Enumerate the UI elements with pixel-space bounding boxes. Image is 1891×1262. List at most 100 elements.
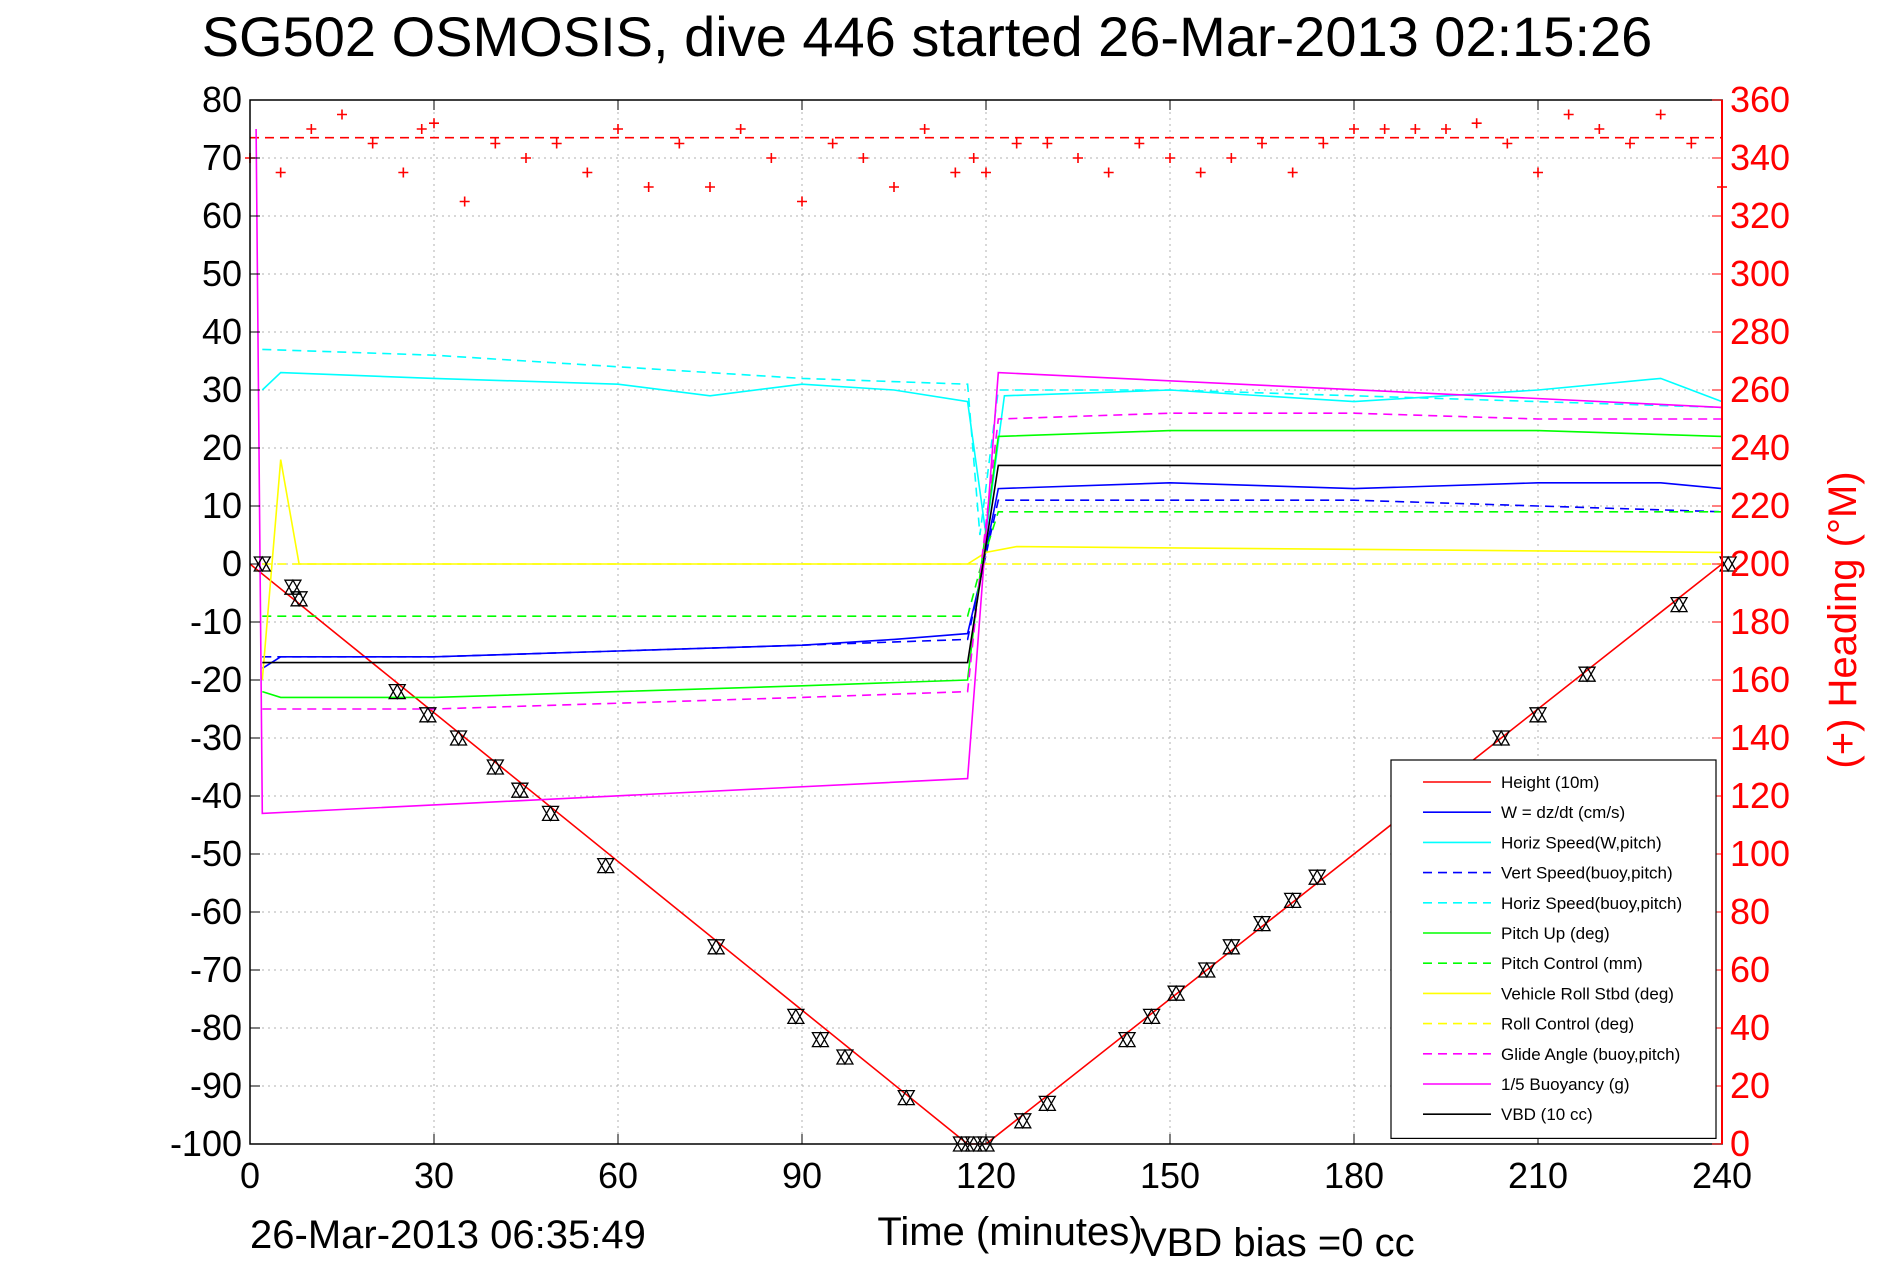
heading-point	[950, 167, 961, 178]
depth-marker	[596, 857, 615, 874]
series-line-vert-speed-buoy-pitch	[262, 499, 1723, 658]
heading-point	[981, 167, 991, 178]
y-left-tick-label: -30	[190, 717, 242, 758]
y-right-tick-label: 220	[1730, 485, 1790, 526]
y-right-tick-label: 200	[1730, 543, 1790, 584]
y-left-tick-label: 10	[202, 485, 242, 526]
heading-point	[1011, 138, 1022, 149]
y-right-tick-label: 280	[1730, 311, 1790, 352]
heading-point	[582, 167, 593, 178]
heading-point	[1533, 167, 1543, 178]
depth-marker	[1038, 1095, 1057, 1112]
y-left-tick-label: -40	[190, 775, 242, 816]
legend-item: Horiz Speed(W,pitch)	[1423, 833, 1662, 852]
legend-label: W = dz/dt (cm/s)	[1501, 803, 1625, 822]
depth-marker	[1142, 1008, 1161, 1025]
legend-label: Height (10m)	[1501, 773, 1599, 792]
depth-marker	[1167, 984, 1186, 1002]
chart-title: SG502 OSMOSIS, dive 446 started 26-Mar-2…	[202, 5, 1653, 68]
depth-marker	[1577, 665, 1597, 683]
y-left-tick-label: -20	[190, 659, 242, 700]
y-left-tick-label: 70	[202, 137, 242, 178]
heading-point	[1257, 138, 1267, 149]
x-tick-label: 60	[598, 1155, 638, 1196]
series-line-horiz-speed-w-pitch	[261, 371, 1723, 536]
y-right-tick-label: 60	[1730, 949, 1770, 990]
heading-point	[1073, 153, 1083, 163]
legend-item: Roll Control (deg)	[1423, 1015, 1634, 1034]
y-axis-right-ticks: 3603403203002802602402202001801601401201…	[1712, 79, 1790, 1164]
y-right-tick-label: 100	[1730, 833, 1790, 874]
depth-marker	[1669, 596, 1689, 613]
depth-marker	[707, 938, 726, 956]
depth-marker	[811, 1031, 830, 1048]
depth-marker	[1528, 706, 1548, 724]
heading-point	[1318, 138, 1329, 149]
footer-vbd-bias: VBD bias =0 cc	[1140, 1221, 1415, 1262]
heading-point	[705, 182, 715, 192]
heading-point	[429, 118, 439, 129]
heading-point	[551, 138, 562, 149]
y-right-tick-label: 320	[1730, 195, 1790, 236]
heading-point	[1410, 124, 1421, 134]
x-tick-label: 90	[782, 1155, 822, 1196]
y-left-tick-label: -100	[170, 1123, 242, 1164]
legend-item: Vehicle Roll Stbd (deg)	[1423, 984, 1674, 1003]
legend-box	[1390, 759, 1717, 1139]
legend-item: VBD (10 cc)	[1423, 1105, 1593, 1124]
x-axis-label: Time (minutes)	[877, 1210, 1142, 1254]
series-line-glide-angle-buoy-pitch	[262, 412, 1722, 710]
legend: Height (10m) W = dz/dt (cm/s) Horiz Speed(…	[1390, 759, 1717, 1139]
depth-marker	[1492, 729, 1511, 747]
heading-point	[1349, 124, 1359, 134]
y-right-tick-label: 0	[1730, 1123, 1750, 1164]
heading-point	[827, 138, 838, 149]
y-left-tick-label: -50	[190, 833, 242, 874]
heading-point	[306, 124, 317, 134]
series-lines	[249, 128, 1723, 1145]
heading-point	[1379, 124, 1390, 134]
legend-item: Height (10m)	[1423, 773, 1599, 792]
depth-marker	[289, 590, 309, 608]
legend-label: VBD (10 cc)	[1501, 1105, 1593, 1124]
y-right-tick-label: 340	[1730, 137, 1790, 178]
x-tick-label: 180	[1324, 1155, 1384, 1196]
depth-marker	[1013, 1112, 1032, 1130]
legend-item: W = dz/dt (cm/s)	[1423, 803, 1625, 822]
depth-marker	[897, 1089, 916, 1106]
heading-point	[968, 153, 979, 163]
heading-point	[1563, 109, 1574, 120]
y-left-tick-label: -90	[190, 1065, 242, 1106]
legend-item: Glide Angle (buoy,pitch)	[1423, 1045, 1680, 1064]
heading-point	[1625, 138, 1635, 149]
heading-point	[459, 196, 470, 207]
legend-item: 1/5 Buoyancy (g)	[1423, 1075, 1630, 1094]
heading-point	[1686, 138, 1697, 149]
depth-marker	[510, 781, 529, 799]
legend-label: Vehicle Roll Stbd (deg)	[1501, 984, 1674, 1003]
x-tick-label: 210	[1508, 1155, 1568, 1196]
y-left-tick-label: 30	[202, 369, 242, 410]
heading-point	[1655, 109, 1666, 120]
heading-point	[490, 138, 501, 149]
depth-marker	[1308, 868, 1327, 886]
heading-point	[797, 196, 807, 207]
heading-point	[1165, 153, 1175, 163]
y-axis-right-label: (+) Heading (°M)	[1821, 471, 1865, 768]
heading-point	[521, 153, 531, 163]
depth-marker	[1117, 1031, 1137, 1048]
x-tick-label: 30	[414, 1155, 454, 1196]
y-left-tick-label: -80	[190, 1007, 242, 1048]
heading-point	[1103, 167, 1114, 178]
depth-marker	[1197, 961, 1216, 979]
legend-label: Horiz Speed(buoy,pitch)	[1501, 894, 1682, 913]
heading-point	[674, 138, 685, 149]
heading-point	[416, 124, 427, 134]
footer-timestamp: 26-Mar-2013 06:35:49	[250, 1213, 646, 1257]
legend-label: Pitch Up (deg)	[1501, 924, 1610, 943]
heading-point	[1502, 138, 1513, 149]
legend-label: Vert Speed(buoy,pitch)	[1501, 864, 1673, 883]
heading-series	[245, 109, 1727, 207]
heading-point	[367, 138, 378, 149]
